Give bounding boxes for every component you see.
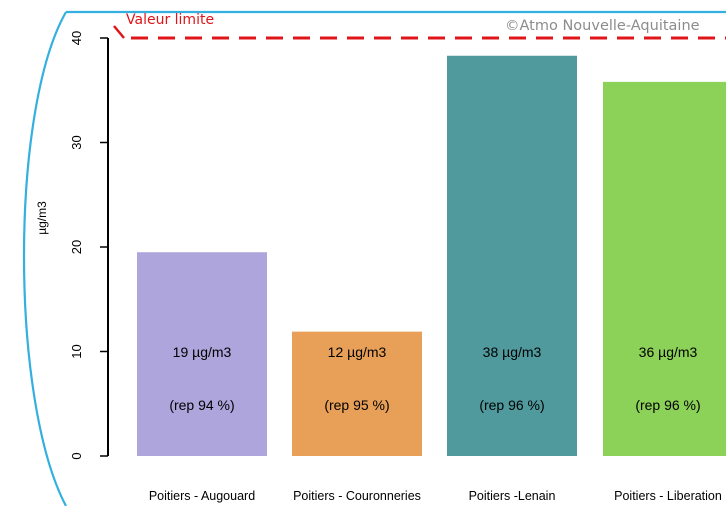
bars: 19 µg/m3 (rep 94 %) 12 µg/m3 (rep 95 %) 38 µ… — [137, 55, 726, 456]
bar-value-label: 19 µg/m3 — [173, 344, 232, 360]
frame-curve — [22, 10, 726, 506]
y-axis-label: µg/m3 — [35, 201, 49, 235]
bar — [137, 252, 267, 456]
bar — [603, 81, 726, 456]
y-tick-label: 0 — [69, 452, 84, 459]
bar-rep-label: (rep 96 %) — [479, 397, 544, 413]
category-labels: Poitiers - Augouard Poitiers - Couronneri… — [149, 489, 722, 503]
bar-rep-label: (rep 96 %) — [635, 397, 700, 413]
limit-label: Valeur limite — [126, 12, 214, 28]
y-tick-label: 40 — [69, 31, 84, 45]
bar-rep-label: (rep 94 %) — [169, 397, 234, 413]
bar-value-label: 38 µg/m3 — [483, 344, 542, 360]
credit-text: ©Atmo Nouvelle-Aquitaine — [505, 18, 700, 34]
category-label: Poitiers - Liberation — [614, 489, 722, 503]
bar-value-label: 12 µg/m3 — [328, 344, 387, 360]
bar-rep-label: (rep 95 %) — [324, 397, 389, 413]
bar — [447, 55, 577, 456]
bar — [292, 331, 422, 456]
category-label: Poitiers - Augouard — [149, 489, 255, 503]
category-label: Poitiers - Couronneries — [293, 489, 421, 503]
y-tick-label: 30 — [69, 135, 84, 149]
y-tick-label: 20 — [69, 240, 84, 254]
y-tick-label: 10 — [69, 344, 84, 358]
y-ticks: 0 10 20 30 40 — [69, 31, 108, 460]
limit-marker — [113, 25, 125, 39]
category-label: Poitiers -Lenain — [469, 489, 556, 503]
bar-value-label: 36 µg/m3 — [639, 344, 698, 360]
